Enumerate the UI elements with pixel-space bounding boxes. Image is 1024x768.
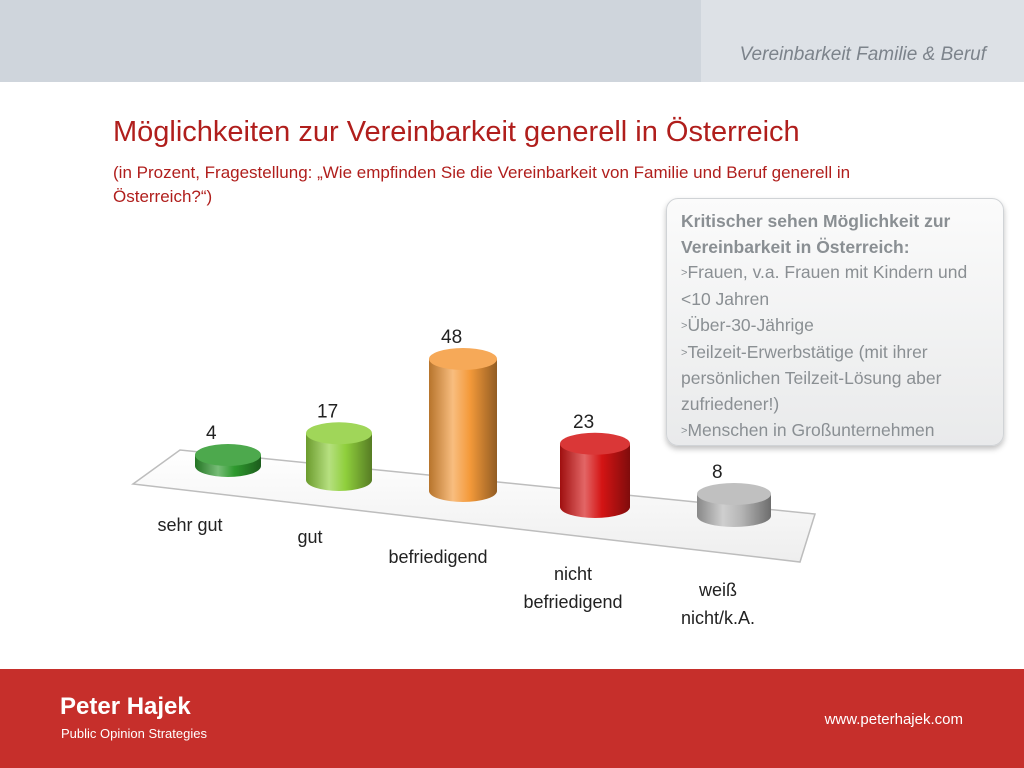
bar-body bbox=[306, 433, 372, 491]
callout-list: >Frauen, v.a. Frauen mit Kindern und <10… bbox=[681, 260, 989, 444]
bar-top bbox=[306, 422, 372, 445]
insight-callout: Kritischer sehen Möglichkeit zur Vereinb… bbox=[666, 198, 1004, 446]
category-label: sehr gut bbox=[157, 515, 222, 535]
page-title: Möglichkeiten zur Vereinbarkeit generell… bbox=[113, 116, 800, 148]
brand-logo-name: Peter Hajek bbox=[60, 693, 191, 720]
callout-item: >Teilzeit-Erwerbstätige (mit ihrer persö… bbox=[681, 340, 989, 418]
bar-1 bbox=[306, 422, 372, 491]
bar-4 bbox=[697, 483, 771, 527]
chart-floor bbox=[130, 449, 816, 563]
callout-item-text: Frauen, v.a. Frauen mit Kindern und <10 … bbox=[681, 262, 968, 310]
bullet-arrow-icon: > bbox=[681, 346, 688, 359]
callout-item: >Frauen, v.a. Frauen mit Kindern und <10… bbox=[681, 260, 989, 312]
bar-top bbox=[697, 483, 771, 505]
category-label: nicht befriedigend bbox=[523, 564, 622, 612]
bar-3 bbox=[560, 432, 630, 518]
bullet-arrow-icon: > bbox=[681, 319, 688, 332]
bar-value-label: 17 bbox=[317, 401, 338, 422]
callout-item: >Über-30-Jährige bbox=[681, 313, 989, 340]
bar-body bbox=[429, 359, 497, 502]
footer-band bbox=[0, 669, 1024, 768]
bar-value-label: 8 bbox=[712, 462, 723, 483]
bar-0 bbox=[195, 444, 261, 477]
callout-item-text: Teilzeit-Erwerbstätige (mit ihrer persön… bbox=[681, 341, 942, 414]
category-label: gut bbox=[297, 527, 322, 547]
section-title: Vereinbarkeit Familie & Beruf bbox=[739, 44, 986, 65]
bar-top bbox=[560, 432, 630, 455]
bar-value-label: 48 bbox=[441, 327, 462, 348]
callout-item-text: Menschen in Großunternehmen bbox=[687, 419, 935, 440]
bar-top bbox=[429, 348, 497, 370]
bar-2 bbox=[429, 348, 497, 502]
header-section-panel bbox=[701, 0, 1024, 82]
page-subtitle: (in Prozent, Fragestellung: „Wie empfind… bbox=[113, 163, 851, 206]
website-link[interactable]: www.peterhajek.com bbox=[824, 711, 963, 728]
bar-chart: 4 17 48 23 8 sehr gut gut befriedigend nicht bef… bbox=[130, 327, 816, 628]
bar-body bbox=[560, 443, 630, 518]
bar-value-label: 4 bbox=[206, 423, 217, 444]
brand-tagline: Public Opinion Strategies bbox=[61, 726, 207, 741]
bullet-arrow-icon: > bbox=[681, 424, 688, 437]
callout-item: >Menschen in Großunternehmen bbox=[681, 418, 989, 445]
bullet-arrow-icon: > bbox=[681, 267, 688, 280]
category-label: befriedigend bbox=[388, 547, 487, 567]
bar-top bbox=[195, 444, 261, 466]
callout-item-text: Über-30-Jährige bbox=[687, 314, 814, 335]
category-label: weiß nicht/k.A. bbox=[681, 580, 755, 628]
bar-value-label: 23 bbox=[573, 412, 594, 433]
callout-heading: Kritischer sehen Möglichkeit zur Vereinb… bbox=[681, 211, 951, 257]
